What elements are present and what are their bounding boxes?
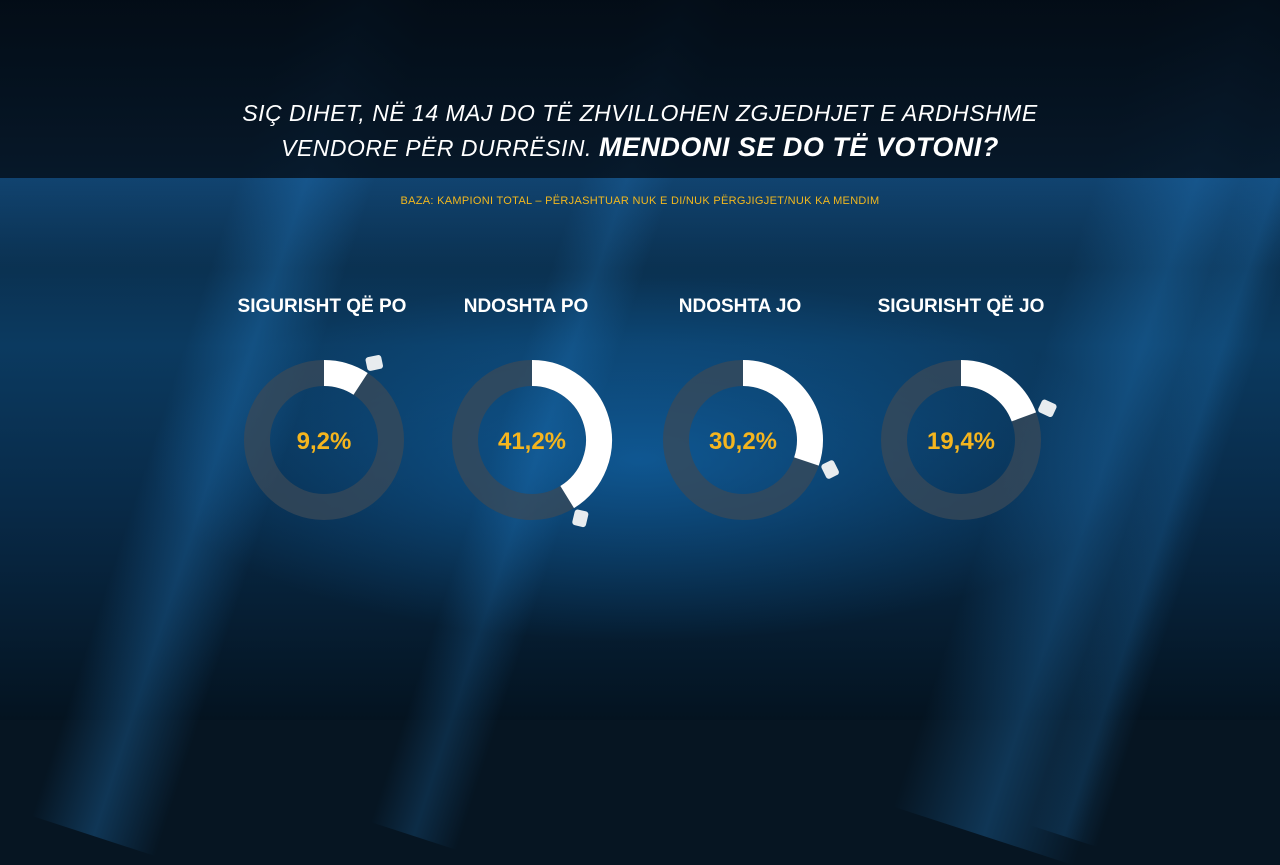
question-line-2: VENDORE PËR DURRËSIN. MENDONI SE DO TË V… <box>0 130 1280 165</box>
value-arc <box>960 360 1037 422</box>
light-band <box>0 178 1280 268</box>
question-line-1: SIÇ DIHET, NË 14 MAJ DO TË ZHVILLOHEN ZG… <box>242 100 1038 126</box>
value-label: 9,2% <box>297 428 352 455</box>
question-line-2-prefix: VENDORE PËR DURRËSIN. <box>281 135 599 161</box>
category-label: NDOSHTA PO <box>463 296 589 317</box>
base-note: BAZA: KAMPIONI TOTAL – PËRJASHTUAR NUK E… <box>400 195 880 207</box>
value-label: 41,2% <box>498 428 566 455</box>
arc-end-marker <box>821 460 839 479</box>
arc-end-marker <box>365 355 383 371</box>
title-bar <box>0 0 1280 178</box>
question-emphasis: MENDONI SE DO TË VOTONI? <box>598 132 999 162</box>
category-label: NDOSHTA JO <box>678 296 802 317</box>
category-label: SIGURISHT QË PO <box>237 296 407 317</box>
donut-chart: 9,2% 41,2% 30,2% 19,4% <box>244 355 1057 528</box>
arc-end-marker <box>572 509 589 528</box>
category-label: SIGURISHT QË JO <box>877 296 1045 317</box>
value-arc <box>323 360 368 396</box>
value-label: 19,4% <box>927 428 995 455</box>
question-title: SIÇ DIHET, NË 14 MAJ DO TË ZHVILLOHEN ZG… <box>0 96 1280 165</box>
value-label: 30,2% <box>709 428 777 455</box>
value-arc <box>742 360 823 466</box>
arc-end-marker <box>1038 399 1057 418</box>
value-arc <box>531 360 612 509</box>
